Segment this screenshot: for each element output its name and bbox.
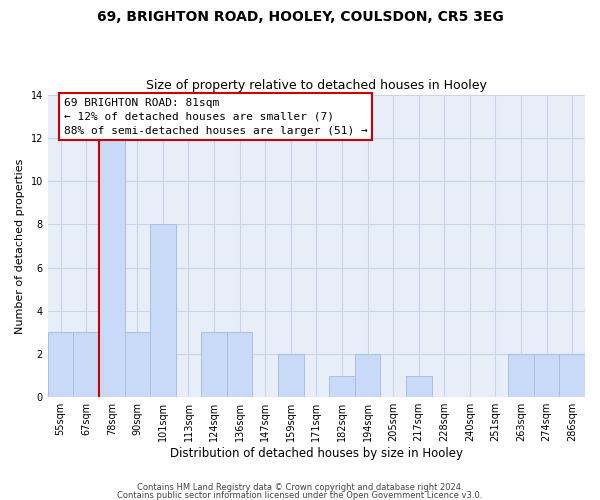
Bar [227,332,253,397]
Title: Size of property relative to detached houses in Hooley: Size of property relative to detached ho… [146,79,487,92]
Bar [48,332,73,397]
Bar [278,354,304,397]
Bar [508,354,534,397]
Bar [559,354,585,397]
Bar [150,224,176,397]
Bar [73,332,99,397]
Y-axis label: Number of detached properties: Number of detached properties [15,158,25,334]
Text: 69, BRIGHTON ROAD, HOOLEY, COULSDON, CR5 3EG: 69, BRIGHTON ROAD, HOOLEY, COULSDON, CR5… [97,10,503,24]
Bar [355,354,380,397]
Bar [329,376,355,397]
Text: 69 BRIGHTON ROAD: 81sqm
← 12% of detached houses are smaller (7)
88% of semi-det: 69 BRIGHTON ROAD: 81sqm ← 12% of detache… [64,98,368,136]
Text: Contains public sector information licensed under the Open Government Licence v3: Contains public sector information licen… [118,490,482,500]
Bar [125,332,150,397]
X-axis label: Distribution of detached houses by size in Hooley: Distribution of detached houses by size … [170,447,463,460]
Bar [534,354,559,397]
Bar [201,332,227,397]
Bar [99,138,125,397]
Text: Contains HM Land Registry data © Crown copyright and database right 2024.: Contains HM Land Registry data © Crown c… [137,484,463,492]
Bar [406,376,431,397]
